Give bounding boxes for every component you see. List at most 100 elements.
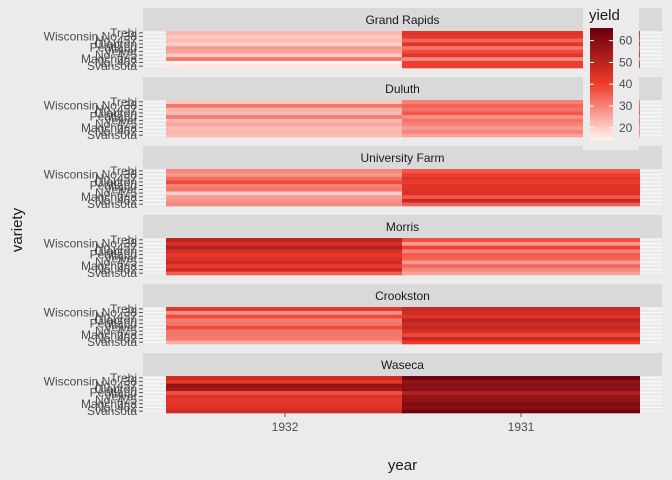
legend-gradient-segment <box>590 137 613 141</box>
legend-gradient-segment <box>590 61 613 65</box>
legend-gradient-segment <box>590 92 613 96</box>
facet-strip-label: Waseca <box>381 358 424 372</box>
legend-gradient-segment <box>590 56 613 60</box>
heatmap-cell <box>402 260 640 265</box>
heatmap-cell <box>402 187 640 192</box>
legend-title: yield <box>589 7 620 24</box>
heatmap-cell <box>166 263 404 268</box>
y-tick-label: Peatland <box>90 317 137 331</box>
legend-gradient-segment <box>590 131 613 135</box>
heatmap-cell <box>402 56 640 61</box>
heatmap-cell <box>166 53 404 58</box>
legend-gradient-segment <box>590 98 613 102</box>
legend-gradient-segment <box>590 120 613 124</box>
y-tick-label: Velvet <box>104 182 137 196</box>
y-tick-label: No. 462 <box>95 262 137 276</box>
heatmap-cell <box>166 245 404 250</box>
legend-gradient-segment <box>590 95 613 99</box>
heatmap-cell <box>166 252 404 257</box>
y-tick-label: No. 457 <box>95 171 137 185</box>
heatmap-cell <box>402 64 640 69</box>
heatmap-cell <box>402 409 640 414</box>
heatmap-cell <box>166 38 404 43</box>
y-tick-label: Trebi <box>110 233 137 247</box>
legend-gradient-segment <box>590 106 613 110</box>
heatmap-cell <box>166 238 404 242</box>
legend-gradient-segment <box>590 117 613 121</box>
y-tick-label: Glabron <box>94 244 137 258</box>
heatmap-cell <box>166 122 404 127</box>
heatmap-cell <box>166 271 404 276</box>
y-tick-label: Manchuria <box>81 190 137 204</box>
y-tick-label: No. 457 <box>95 378 137 392</box>
heatmap-cell <box>402 133 640 138</box>
legend-gradient-segment <box>590 100 613 105</box>
facet-strip <box>143 77 662 100</box>
heatmap-cell <box>166 321 404 326</box>
heatmap-cell <box>166 107 404 112</box>
y-tick-label: Manchuria <box>81 397 137 411</box>
y-tick-label: Svansota <box>87 197 137 211</box>
heatmap-cell <box>166 202 404 207</box>
y-axis-label: variety <box>9 207 26 252</box>
heatmap-cell <box>166 409 404 414</box>
heatmap-cell <box>166 267 404 272</box>
y-tick-label: Manchuria <box>81 259 137 273</box>
legend-gradient-segment <box>590 114 613 119</box>
legend-gradient-segment <box>590 103 613 107</box>
heatmap-cell <box>166 387 404 392</box>
heatmap-cell <box>402 49 640 54</box>
legend-tick-label: 30 <box>619 99 633 113</box>
facet-strip <box>143 353 662 376</box>
heatmap-cell <box>166 183 404 188</box>
heatmap-cell <box>402 383 640 388</box>
y-tick-label: Svansota <box>87 335 137 349</box>
y-tick-label: Velvet <box>104 113 137 127</box>
legend-tick-label: 40 <box>619 77 633 91</box>
heatmap-cell <box>402 238 640 242</box>
legend-gradient-segment <box>590 53 613 57</box>
legend-gradient-segment <box>590 28 613 32</box>
legend-tick-label: 50 <box>619 55 633 69</box>
y-tick-label: Peatland <box>90 110 137 124</box>
heatmap-cell <box>402 376 640 380</box>
y-tick-label: Velvet <box>104 389 137 403</box>
y-tick-label: Glabron <box>94 382 137 396</box>
y-tick-label: Trebi <box>110 371 137 385</box>
facet-strip-label: Grand Rapids <box>365 13 439 27</box>
y-tick-label: Trebi <box>110 26 137 40</box>
y-tick-label: Trebi <box>110 95 137 109</box>
y-tick-label: No. 457 <box>95 240 137 254</box>
heatmap-cell <box>402 60 640 65</box>
legend-gradient-segment <box>590 128 613 133</box>
heatmap-cell <box>402 249 640 254</box>
legend-gradient-segment <box>590 50 613 54</box>
y-tick-label: Wisconsin No. 38 <box>44 30 138 44</box>
heatmap-cell <box>166 176 404 181</box>
heatmap-cell <box>402 398 640 403</box>
heatmap-cell <box>402 310 640 315</box>
facet-strip <box>143 284 662 307</box>
heatmap-cell <box>166 56 404 61</box>
heatmap-cell <box>166 405 404 410</box>
y-tick-label: No. 462 <box>95 55 137 69</box>
y-tick-label: Glabron <box>94 106 137 120</box>
facet-strip-label: University Farm <box>360 151 444 165</box>
heatmap-cell <box>166 241 404 246</box>
heatmap-cell <box>402 125 640 130</box>
heatmap-cell <box>166 336 404 341</box>
legend-gradient-segment <box>590 89 613 93</box>
legend-gradient-segment <box>590 123 613 127</box>
legend-gradient-segment <box>590 134 613 138</box>
heatmap-cell <box>402 405 640 410</box>
y-tick-label: Glabron <box>94 313 137 327</box>
heatmap-cell <box>166 60 404 65</box>
y-tick-label: No. 475 <box>95 48 137 62</box>
heatmap-cell <box>166 111 404 116</box>
legend-gradient-segment <box>590 33 613 37</box>
y-tick-label: No. 475 <box>95 393 137 407</box>
